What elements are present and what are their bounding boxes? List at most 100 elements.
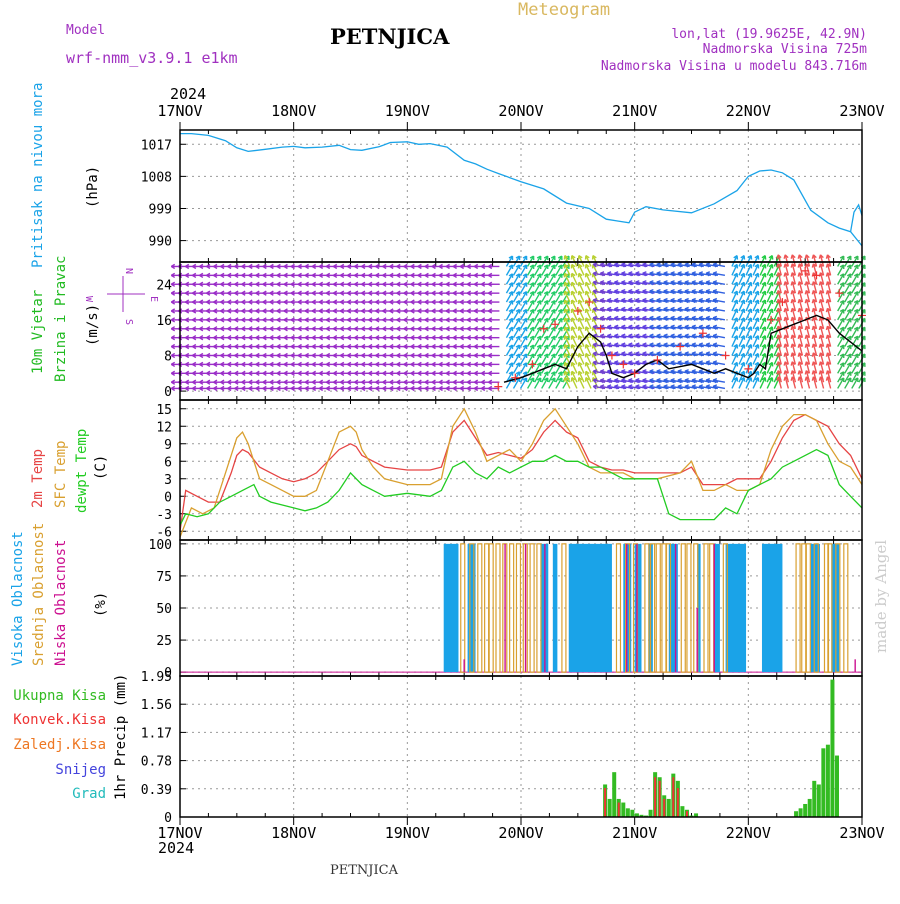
- precip-ytick-label: 1.95: [141, 670, 172, 685]
- wind-arrow-head: [819, 344, 820, 348]
- pressure-ytick-label: 1017: [141, 138, 172, 153]
- wind-arrow-head: [791, 255, 792, 259]
- high-cloud-bar: [726, 544, 746, 672]
- conv-precip-bar: [654, 777, 656, 817]
- mid-cloud-bar: [537, 544, 541, 672]
- wind-arrow-head: [784, 371, 785, 375]
- wind-gust-point: [619, 360, 627, 368]
- x-tick-label-bottom: 22NOV: [726, 824, 771, 842]
- total-precip-bar: [830, 680, 834, 817]
- pressure-line: [180, 134, 862, 246]
- wind-arrow-head: [826, 299, 827, 303]
- wind-arrow-head: [826, 290, 827, 294]
- wind-arrow-head: [812, 290, 813, 294]
- wind-arrow-head: [812, 344, 813, 348]
- x-tick-label-top: 22NOV: [726, 102, 771, 120]
- model-label: Model: [66, 23, 105, 38]
- temperature-ytick-label: 12: [156, 420, 172, 435]
- mid-cloud-bar: [710, 544, 714, 672]
- precip-ytick-label: 0.39: [141, 783, 172, 798]
- conv-precip-bar: [672, 777, 674, 817]
- dewpt-ylabel: dewpt Temp: [74, 429, 90, 513]
- wind-arrow-head: [798, 335, 799, 339]
- wind-arrow-head: [826, 353, 827, 357]
- temperature-frame: [180, 400, 862, 540]
- wind-unit: (m/s): [85, 304, 101, 346]
- temperature-ytick-label: 0: [164, 490, 172, 505]
- x-tick-label-top: 18NOV: [271, 102, 316, 120]
- sfc-ylabel: SFC Temp: [53, 441, 69, 508]
- wind-arrow-head: [819, 308, 820, 312]
- wind-ytick-label: 16: [156, 314, 172, 329]
- wind-arrow-head: [826, 362, 827, 366]
- wind-arrow-head: [798, 264, 799, 268]
- wind-arrow-head: [784, 317, 785, 321]
- wind-arrow-head: [805, 326, 806, 330]
- model-name: wrf-nmm_v3.9.1 e1km: [66, 49, 238, 67]
- total-precip-bar: [803, 804, 807, 817]
- legend-total-precip: Ukupna Kisa: [13, 688, 106, 704]
- mid-cloud-bar: [666, 544, 670, 672]
- wind-arrow-head: [819, 290, 820, 294]
- wind-arrow-head: [784, 353, 785, 357]
- wind-ytick-label: 8: [164, 349, 172, 364]
- wind-arrow-head: [798, 344, 799, 348]
- wind-arrow-head: [819, 255, 820, 259]
- legend-snow: Snijeg: [55, 762, 106, 778]
- mid-cloud-bar: [656, 544, 660, 672]
- temperature-ytick-label: 9: [164, 438, 172, 453]
- total-precip-bar: [799, 808, 803, 817]
- wind-arrow-head: [812, 353, 813, 357]
- wind-arrow-head: [784, 255, 785, 259]
- wind-arrow-head: [791, 353, 792, 357]
- total-precip-bar: [680, 806, 684, 817]
- wind-arrow-head: [798, 290, 799, 294]
- wind-arrow-head: [791, 326, 792, 330]
- cloud-ytick-label: 25: [156, 634, 172, 649]
- wind-arrows: [171, 255, 865, 391]
- compass-n: N: [123, 268, 134, 274]
- x-tick-label-top: 19NOV: [385, 102, 430, 120]
- compass-w: W: [83, 296, 94, 303]
- total-precip-bar: [612, 772, 616, 817]
- wind-arrow-head: [805, 255, 806, 259]
- mid-cloud-ylabel: Srednja Oblacnost: [31, 523, 47, 666]
- wind-arrow-head: [784, 282, 785, 286]
- wind-arrow-head: [805, 344, 806, 348]
- wind-arrow-head: [805, 371, 806, 375]
- total-precip-bar: [817, 784, 821, 817]
- high-cloud-bar: [762, 544, 782, 672]
- wind-arrow-head: [812, 317, 813, 321]
- x-tick-label-bottom: 23NOV: [839, 824, 884, 842]
- wind-arrow-head: [791, 335, 792, 339]
- wind-arrow-head: [819, 264, 820, 268]
- wind-arrow-head: [798, 299, 799, 303]
- cloud-ytick-label: 75: [156, 570, 172, 585]
- wind-arrow-head: [791, 362, 792, 366]
- wind-arrow-head: [812, 255, 813, 259]
- conv-precip-bar: [663, 799, 665, 817]
- wind-arrow-head: [826, 371, 827, 375]
- wind-arrow-head: [798, 371, 799, 375]
- wind-arrow-head: [784, 290, 785, 294]
- wind-arrow-head: [819, 371, 820, 375]
- temperature-ytick-label: 3: [164, 473, 172, 488]
- total-precip-bar: [835, 756, 839, 817]
- wind-arrow-head: [791, 264, 792, 268]
- wind-arrow-head: [826, 344, 827, 348]
- wind-arrow-head: [798, 255, 799, 259]
- precip-frame: [180, 676, 862, 817]
- x-tick-label-top: 21NOV: [612, 102, 657, 120]
- wind-arrow-head: [812, 299, 813, 303]
- precip-ytick-label: 0.78: [141, 755, 172, 770]
- precip-ylabel: 1hr Precip (mm): [113, 674, 129, 800]
- low-cloud-ylabel: Niska Oblacnost: [53, 540, 69, 666]
- pressure-ytick-label: 1008: [141, 170, 172, 185]
- cloud-ytick-label: 100: [149, 538, 172, 553]
- wind-arrow-head: [791, 282, 792, 286]
- mid-cloud-bar: [516, 544, 520, 672]
- wind-arrow-head: [784, 377, 785, 381]
- wind-arrow-head: [791, 299, 792, 303]
